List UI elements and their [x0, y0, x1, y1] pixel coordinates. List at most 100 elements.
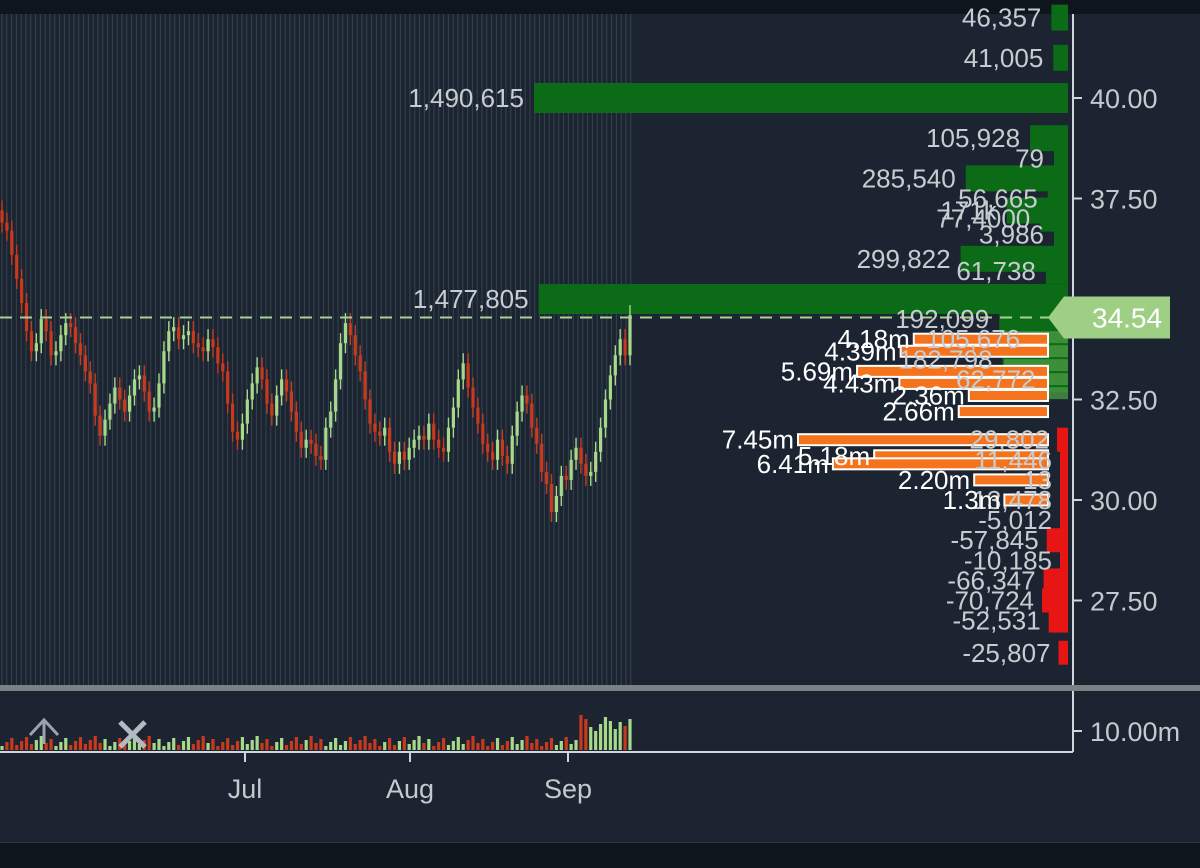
volume-bar	[181, 741, 186, 750]
volume-bar	[177, 745, 181, 750]
volume-bar	[49, 739, 53, 750]
candle-body	[471, 387, 475, 408]
orange-profile-label: 6.41m	[757, 449, 829, 479]
candle-body	[515, 411, 519, 436]
volume-bar	[334, 738, 338, 750]
green-profile-bar	[1053, 44, 1068, 71]
candle-body	[270, 403, 274, 416]
orange-profile-label: 4.18m	[838, 324, 910, 354]
candle-body	[211, 339, 215, 348]
volume-bar	[471, 736, 475, 750]
candle-body	[353, 335, 357, 356]
candle-body	[93, 383, 97, 416]
candle-body	[280, 379, 284, 396]
volume-bar	[383, 742, 387, 750]
volume-bar	[191, 744, 195, 750]
candle-body	[446, 427, 451, 452]
candle-body	[299, 431, 303, 448]
volume-bar	[608, 721, 612, 750]
candle-body	[387, 427, 392, 452]
candle-body	[466, 363, 470, 388]
candle-body	[78, 343, 83, 356]
volume-bar	[0, 746, 4, 750]
volume-bar	[103, 739, 107, 750]
arrow-up-icon[interactable]	[28, 717, 60, 744]
red-profile-bar	[1060, 548, 1068, 573]
candle-body	[196, 343, 200, 348]
volume-bar	[358, 740, 362, 750]
orange-profile-label: 7.45m	[722, 425, 794, 455]
volume-bar	[397, 741, 402, 750]
volume-bar	[338, 745, 343, 750]
volume-bar	[78, 737, 83, 750]
candle-body	[255, 367, 259, 384]
red-profile-label: -70,724	[946, 586, 1034, 616]
candle-body	[245, 399, 249, 424]
red-profile-bar	[1042, 588, 1068, 613]
volume-bar	[83, 744, 88, 750]
price-axis: 40.00 37.50 32.50 30.00 27.50 34.54	[1048, 84, 1170, 617]
volume-bar	[54, 746, 58, 750]
volume-bar	[510, 737, 514, 750]
red-profile-label: -5,012	[978, 505, 1052, 535]
volume-bar	[230, 745, 235, 750]
time-tick-label: Jul	[228, 774, 263, 804]
orange-profile-bar	[899, 344, 1049, 358]
candle-body	[235, 431, 240, 440]
candle-body	[584, 463, 588, 476]
volume-bar	[491, 742, 495, 750]
volume-bar	[250, 740, 254, 750]
volume-bar	[412, 740, 416, 750]
red-profile-label: 29,802	[970, 425, 1050, 455]
volume-bar	[260, 743, 264, 750]
candle-body	[294, 411, 298, 432]
candle-body	[554, 495, 559, 513]
volume-bar	[520, 740, 524, 750]
volume-bar	[137, 744, 141, 750]
volume-bar	[226, 738, 230, 750]
volume-bar	[584, 719, 588, 750]
volume-bar	[505, 741, 509, 750]
price-tick-label: 40.00	[1090, 84, 1158, 114]
candle-body	[142, 375, 146, 392]
candle-body	[181, 335, 186, 340]
volume-bar	[157, 739, 161, 750]
candle-body	[486, 443, 490, 452]
candle-body	[69, 323, 73, 328]
volume-bar	[270, 746, 274, 750]
volume-bar	[427, 739, 431, 750]
green-profile-label: 1,477,805	[413, 284, 529, 314]
candle-body	[343, 323, 348, 344]
volume-bar	[559, 741, 563, 750]
candle-body	[564, 475, 568, 480]
red-profile-bar	[1060, 488, 1068, 512]
candle-body	[83, 355, 88, 372]
volume-bar	[20, 741, 24, 750]
candle-body	[427, 423, 431, 440]
volume-bar	[299, 744, 303, 750]
volume-bar	[73, 741, 78, 750]
candle-body	[334, 379, 338, 412]
volume-bar	[5, 742, 9, 750]
volume-bar	[15, 745, 19, 750]
volume-bar	[186, 737, 191, 750]
volume-tick-label: 10.00m	[1090, 717, 1180, 747]
time-axis: Jul Aug Sep	[228, 752, 592, 804]
volume-bar	[44, 743, 48, 750]
candle-body	[530, 403, 534, 428]
volume-bar	[422, 743, 426, 750]
volume-bar	[618, 722, 622, 750]
candle-body	[177, 327, 181, 340]
candle-body	[559, 475, 563, 496]
volume-bar	[59, 742, 63, 750]
volume-bar	[304, 740, 308, 750]
close-icon[interactable]	[118, 720, 147, 749]
candle-body	[603, 399, 608, 428]
candle-body	[230, 403, 235, 432]
red-profile-label: -25,807	[962, 638, 1050, 668]
orange-profile-label: 2.66m	[882, 397, 954, 427]
candle-body	[172, 327, 176, 332]
candle-body	[437, 439, 441, 448]
candle-body	[348, 323, 352, 336]
